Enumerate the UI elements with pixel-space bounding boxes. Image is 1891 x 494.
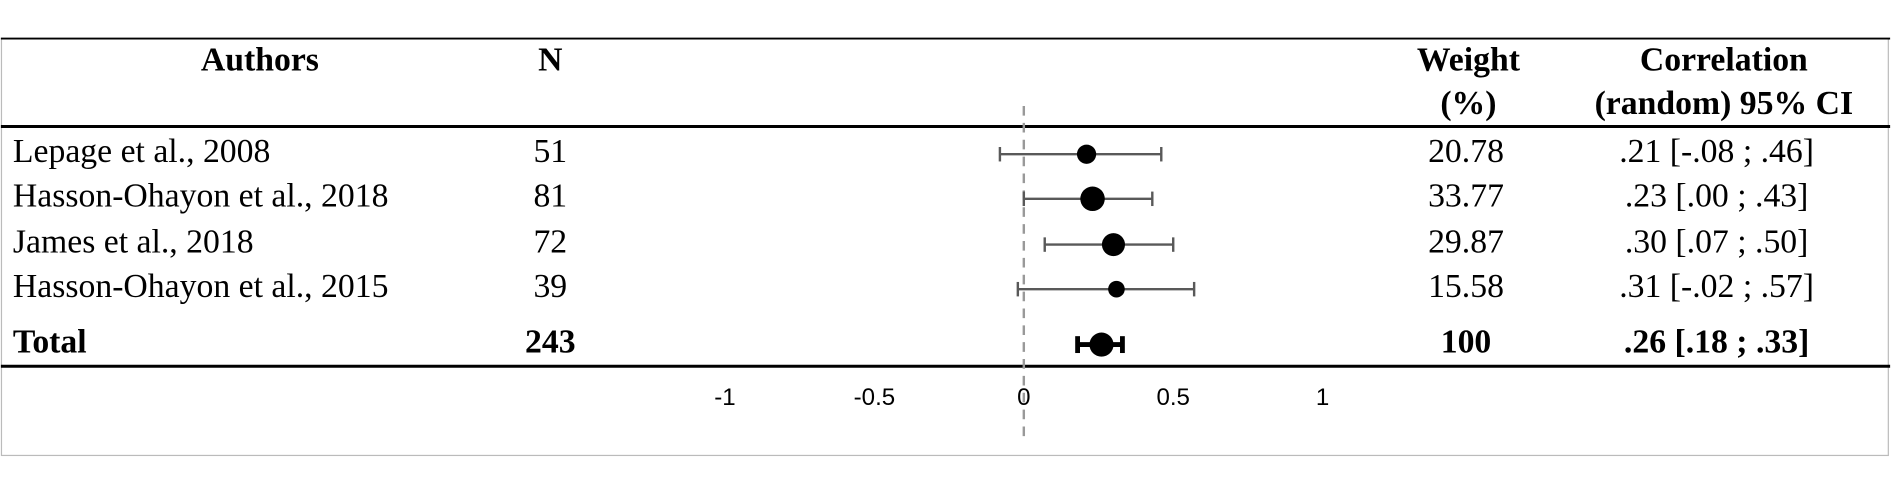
author: Hasson-Ohayon et al., 2015 (13, 268, 389, 305)
n: 81 (533, 178, 567, 215)
header: Correlation (1640, 41, 1808, 78)
x-tick-label: -1 (714, 384, 735, 411)
weight: 15.58 (1428, 268, 1504, 305)
estimate (1101, 233, 1125, 257)
weight: 20.78 (1428, 133, 1504, 170)
n: 72 (533, 223, 567, 260)
weight: 33.77 (1428, 178, 1504, 215)
estimate (1089, 332, 1114, 357)
ci-label: .26 [.18 ; .33] (1624, 323, 1809, 360)
author: Hasson-Ohayon et al., 2018 (13, 178, 389, 215)
estimate (1080, 186, 1105, 212)
x-tick-label: -0.5 (854, 384, 896, 411)
x-tick-label: 0 (1017, 384, 1030, 411)
ci-label: .31 [-.02 ; .57] (1619, 268, 1814, 305)
x-tick-label: 1 (1316, 384, 1329, 411)
author: James et al., 2018 (13, 223, 254, 260)
estimate (1108, 280, 1125, 298)
ci-label: .30 [.07 ; .50] (1625, 223, 1809, 260)
n: 243 (525, 323, 576, 360)
author: Total (13, 323, 87, 360)
weight: 29.87 (1428, 223, 1504, 260)
ci-label: .23 [.00 ; .43] (1625, 178, 1809, 215)
header: (%) (1440, 85, 1496, 122)
n: 39 (533, 268, 567, 305)
header: N (538, 41, 562, 78)
x-tick-label: 0.5 (1156, 384, 1189, 411)
header: Weight (1417, 41, 1521, 78)
header: Authors (201, 41, 319, 78)
n: 51 (533, 133, 567, 170)
ci-label: .21 [-.08 ; .46] (1619, 133, 1814, 170)
author: Lepage et al., 2008 (13, 133, 270, 170)
header: (random) 95% CI (1595, 85, 1854, 122)
weight: 100 (1441, 323, 1492, 360)
estimate (1076, 144, 1097, 164)
